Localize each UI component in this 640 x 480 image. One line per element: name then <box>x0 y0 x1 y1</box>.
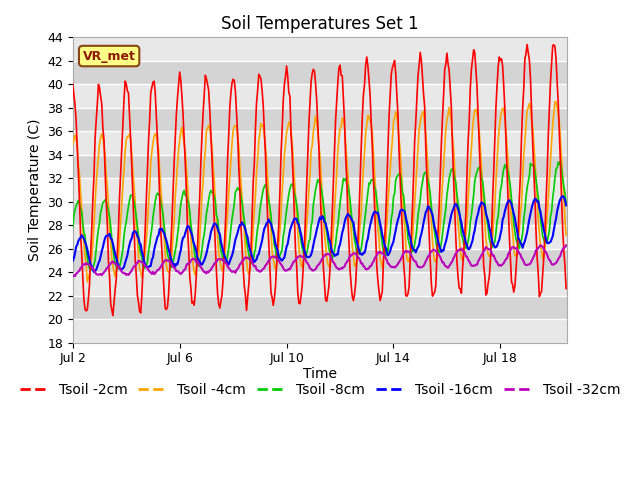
Bar <box>73 202 567 225</box>
Bar <box>73 178 567 202</box>
Bar <box>73 249 567 272</box>
Title: Soil Temperatures Set 1: Soil Temperatures Set 1 <box>221 15 419 33</box>
Bar <box>73 319 567 343</box>
X-axis label: Time: Time <box>303 367 337 381</box>
Bar <box>73 296 567 319</box>
Bar <box>73 131 567 155</box>
Bar <box>73 37 567 61</box>
Bar <box>73 108 567 131</box>
Bar <box>73 225 567 249</box>
Bar <box>73 272 567 296</box>
Legend: Tsoil -2cm, Tsoil -4cm, Tsoil -8cm, Tsoil -16cm, Tsoil -32cm: Tsoil -2cm, Tsoil -4cm, Tsoil -8cm, Tsoi… <box>14 378 626 403</box>
Y-axis label: Soil Temperature (C): Soil Temperature (C) <box>28 119 42 261</box>
Bar <box>73 84 567 108</box>
Text: VR_met: VR_met <box>83 49 136 62</box>
Bar <box>73 61 567 84</box>
Bar <box>73 155 567 178</box>
